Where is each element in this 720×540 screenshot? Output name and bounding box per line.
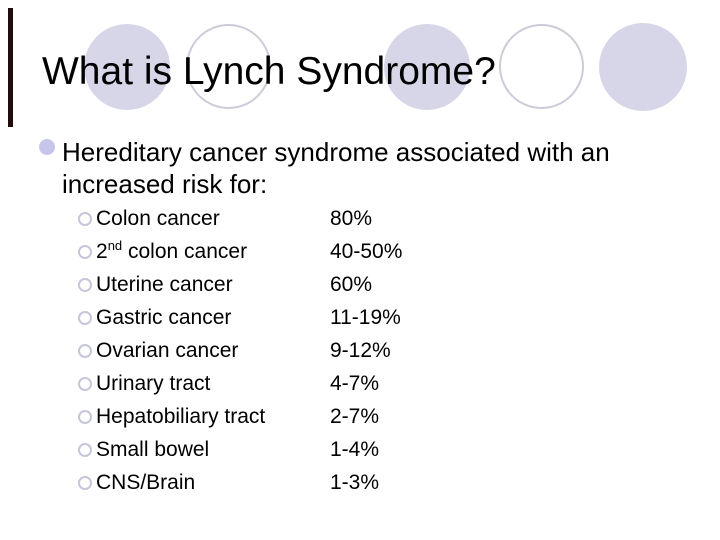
list-item: Gastric cancer 11-19% <box>0 301 720 334</box>
ordinal-superscript: nd <box>107 237 123 253</box>
decorative-circle-filled-3 <box>599 23 687 111</box>
risk-percentage: 2-7% <box>330 404 380 428</box>
risk-label: Uterine cancer <box>96 272 233 296</box>
risk-percentage: 1-3% <box>330 470 380 494</box>
circle-bullet-icon <box>78 277 92 292</box>
circle-bullet-icon <box>78 211 92 226</box>
risk-percentage: 60% <box>330 272 373 296</box>
bullet-dot-icon <box>39 139 55 155</box>
risk-label: Gastric cancer <box>96 305 232 329</box>
left-accent-bar <box>8 8 13 127</box>
decorative-circle-outline-2 <box>499 24 584 109</box>
lead-bullet-text: Hereditary cancer syndrome associated wi… <box>62 137 610 199</box>
circle-bullet-icon <box>78 376 92 391</box>
risk-label: Hepatobiliary tract <box>96 404 266 428</box>
risk-label: Ovarian cancer <box>96 338 239 362</box>
risk-percentage: 11-19% <box>330 305 401 329</box>
list-item: Ovarian cancer 9-12% <box>0 334 720 367</box>
risk-percentage: 9-12% <box>330 338 391 362</box>
risk-percentage: 1-4% <box>330 437 380 461</box>
risk-label: 2nd colon cancer <box>96 237 248 263</box>
decorative-circle-outline-1 <box>186 24 271 109</box>
risk-percentage: 80% <box>330 206 373 230</box>
list-item: Uterine cancer 60% <box>0 268 720 301</box>
circle-bullet-icon <box>78 442 92 457</box>
list-item: Small bowel 1-4% <box>0 433 720 466</box>
risk-list: Colon cancer 80% 2nd colon cancer 40-50% Ute… <box>0 202 720 499</box>
list-item: Hepatobiliary tract 2-7% <box>0 400 720 433</box>
risk-label: Colon cancer <box>96 206 220 230</box>
decorative-circle-filled-2 <box>384 24 470 110</box>
risk-label: Small bowel <box>96 437 210 461</box>
decorative-circle-filled-1 <box>84 24 170 110</box>
circle-bullet-icon <box>78 343 92 358</box>
circle-bullet-icon <box>78 409 92 424</box>
circle-bullet-icon <box>78 310 92 325</box>
slide-title: What is Lynch Syndrome? <box>42 50 496 93</box>
list-item: Urinary tract 4-7% <box>0 367 720 400</box>
circle-bullet-icon <box>78 244 92 259</box>
list-item: 2nd colon cancer 40-50% <box>0 235 720 268</box>
list-item: CNS/Brain 1-3% <box>0 466 720 499</box>
risk-percentage: 40-50% <box>330 239 403 263</box>
list-item: Colon cancer 80% <box>0 202 720 235</box>
risk-label: CNS/Brain <box>96 470 196 494</box>
circle-bullet-icon <box>78 475 92 490</box>
risk-label: Urinary tract <box>96 371 211 395</box>
risk-percentage: 4-7% <box>330 371 380 395</box>
